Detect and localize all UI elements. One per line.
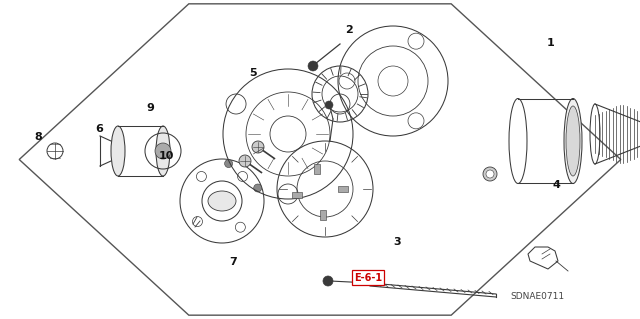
Bar [292, 192, 302, 198]
Ellipse shape [566, 106, 580, 176]
Text: E-6-1: E-6-1 [354, 272, 382, 283]
Text: 7: 7 [230, 256, 237, 267]
Text: 4: 4 [553, 180, 561, 190]
Circle shape [253, 184, 262, 192]
Text: 3: 3 [393, 237, 401, 248]
Bar [338, 186, 348, 192]
Text: 6: 6 [95, 124, 103, 134]
Circle shape [252, 141, 264, 153]
Bar [320, 210, 326, 220]
Text: 5: 5 [249, 68, 257, 78]
Circle shape [308, 61, 318, 71]
Circle shape [225, 160, 232, 167]
Ellipse shape [156, 126, 170, 176]
Circle shape [483, 167, 497, 181]
Circle shape [239, 155, 251, 167]
Text: 9: 9 [147, 103, 154, 114]
Ellipse shape [208, 191, 236, 211]
Circle shape [486, 170, 494, 178]
Text: 10: 10 [159, 151, 174, 161]
Bar [314, 164, 320, 174]
Ellipse shape [564, 99, 582, 183]
Text: 2: 2 [345, 25, 353, 35]
Circle shape [155, 143, 171, 159]
Circle shape [325, 101, 333, 109]
Text: SDNAE0711: SDNAE0711 [511, 292, 564, 301]
Ellipse shape [111, 126, 125, 176]
Text: 8: 8 [35, 132, 42, 142]
Text: 1: 1 [547, 38, 554, 48]
Circle shape [323, 276, 333, 286]
